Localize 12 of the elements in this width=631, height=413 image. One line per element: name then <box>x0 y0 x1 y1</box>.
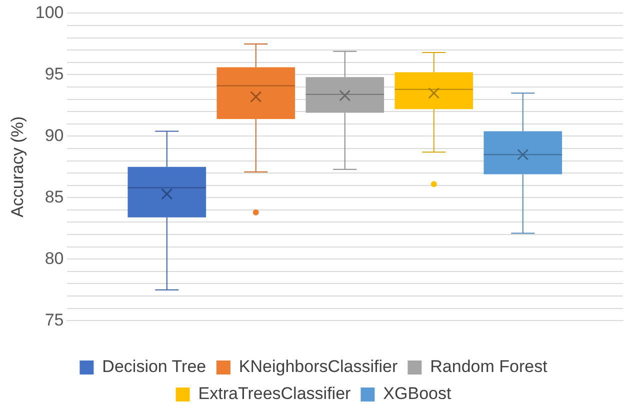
y-axis-title: Accuracy (%) <box>8 116 27 218</box>
y-tick-label: 75 <box>44 310 64 330</box>
legend-label: XGBoost <box>383 384 452 404</box>
y-tick-label: 100 <box>35 2 64 22</box>
legend-label: Random Forest <box>430 357 548 376</box>
y-tick-label: 95 <box>44 64 64 84</box>
y-tick-label: 90 <box>44 126 64 145</box>
legend-label: KNeighborsClassifier <box>238 357 398 376</box>
y-tick-label: 85 <box>44 187 64 206</box>
y-tick-label: 80 <box>44 248 64 268</box>
legend-label: Decision Tree <box>102 357 206 376</box>
legend-label: ExtraTreesClassifier <box>198 384 352 404</box>
